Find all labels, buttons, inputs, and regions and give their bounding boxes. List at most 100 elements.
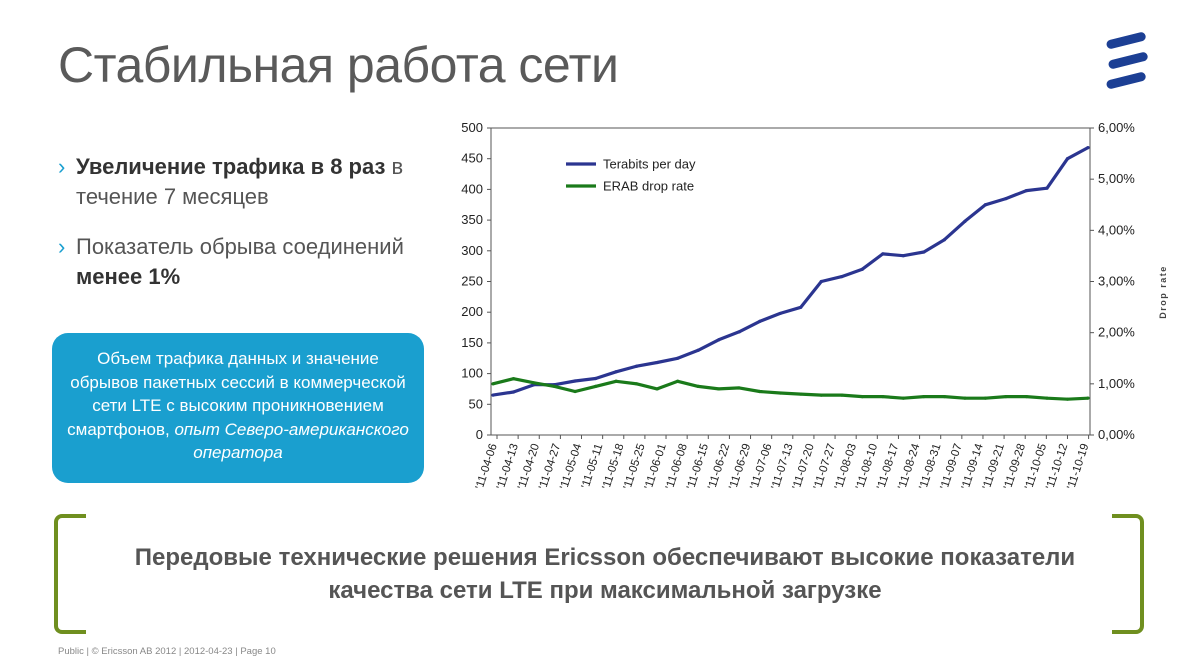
series-point [1024,189,1029,193]
series-point [511,377,516,381]
logo-bar-top [1106,32,1146,49]
series-point [819,393,823,397]
logo-bar-middle [1108,52,1148,69]
bullet-traffic-text: в течение 7 месяцев [76,154,404,209]
series-point [881,395,885,399]
series-point [1065,157,1070,161]
series-point [1065,397,1070,401]
series-point [1045,186,1049,190]
bullet-traffic-growth: › Увеличение трафика в 8 раз в течение 7… [58,152,418,212]
x-tick-label: '11-10-19 [1065,442,1091,491]
series-point [799,392,803,396]
series-point [799,305,803,309]
series-point [593,384,598,388]
y-tick-label: 250 [461,274,483,289]
series-point [1045,396,1049,400]
series-point [983,396,988,400]
logo-bar-bottom [1106,72,1146,89]
y2-tick-label: 1,00% [1098,376,1135,391]
traffic-chart: 0 50 100 150 200 250 300 350 400 450 500 0,00% 1,00%… [436,108,1156,512]
chevron-right-icon: › [58,154,66,179]
series-point [573,379,577,383]
y2-tick-label: 0,00% [1098,427,1135,442]
series-point [614,370,618,374]
chart-canvas: 0 50 100 150 200 250 300 350 400 450 500 0,00% 1,00%… [461,120,1135,491]
y-tick-label: 0 [476,427,483,442]
series-point [717,338,721,342]
series-point [922,395,926,399]
series-line-terabits [492,146,1089,397]
series-line-erab-drop-rate [492,377,1089,401]
y2-tick-label: 5,00% [1098,171,1135,186]
series-point [655,387,659,391]
ericsson-logo-icon [1106,32,1148,89]
y2-tick-label: 2,00% [1098,325,1135,340]
series-point [1004,197,1008,201]
series-point [778,391,782,395]
series-point [881,252,885,256]
series-point [983,203,988,207]
series-point [860,395,864,399]
y-tick-label: 400 [461,181,483,196]
tagline: Передовые технические решения Ericsson о… [134,544,1076,604]
y2-tick-label: 6,00% [1098,120,1135,135]
series-point [552,384,557,388]
series-point [778,311,782,316]
series-point [573,389,577,394]
bullet-list: › Увеличение трафика в 8 раз в течение 7… [58,152,418,312]
footer: Public | © Ericsson AB 2012 | 2012-04-23… [58,646,276,657]
series-point [840,274,844,279]
series-point [819,279,823,284]
series-point [532,381,536,385]
series-point [860,267,864,271]
series-point [758,319,762,324]
bullet-drop-rate: › Показатель обрыва соединений менее 1% [58,232,418,292]
slide-title: Стабильная работа сети [58,37,619,93]
y-tick-label: 450 [461,151,483,166]
right-axis-title-wrap: Drop rate [1158,265,1168,319]
y-tick-label: 50 [469,396,483,411]
series-point [717,387,721,391]
y-tick-label: 200 [461,304,483,319]
series-point [901,396,905,400]
y2-tick-label: 3,00% [1098,274,1135,289]
series-point [1086,396,1090,400]
series-point [942,395,946,399]
y-tick-label: 350 [461,212,483,227]
legend-label: Terabits per day [603,157,696,172]
y-tick-label: 500 [461,120,483,135]
series-point [676,356,680,360]
series-point [737,330,741,334]
y-tick-label: 300 [461,243,483,258]
series-point [511,390,516,394]
series-point [922,250,926,254]
y-tick-label: 150 [461,335,483,350]
bullet-traffic-bold: Увеличение трафика в 8 раз [76,154,386,179]
series-point [635,364,639,368]
series-point [1024,395,1029,399]
series-point [491,393,495,397]
series-point [963,396,967,400]
chevron-right-icon: › [58,234,66,259]
y2-tick-label: 4,00% [1098,222,1135,237]
series-point [696,384,700,388]
series-point [942,238,946,242]
series-point [614,379,618,383]
bracket-left [54,514,86,634]
series-point [737,386,741,390]
series-point [758,389,762,394]
legend-label: ERAB drop rate [603,179,694,194]
series-point [840,393,844,397]
series-point [1004,395,1008,399]
callout-text: Объем трафика данных и значение обрывов … [67,349,406,439]
bracket-right [1112,514,1144,634]
series-point [635,382,639,386]
series-point [901,254,905,258]
series-point [696,348,700,352]
series-point [655,360,659,365]
series-point [593,376,598,381]
series-point [963,219,967,223]
right-axis-title: Drop rate [1158,265,1168,319]
bullet-drop-bold: менее 1% [76,264,181,289]
bullet-drop-text: Показатель обрыва соединений [76,234,404,259]
